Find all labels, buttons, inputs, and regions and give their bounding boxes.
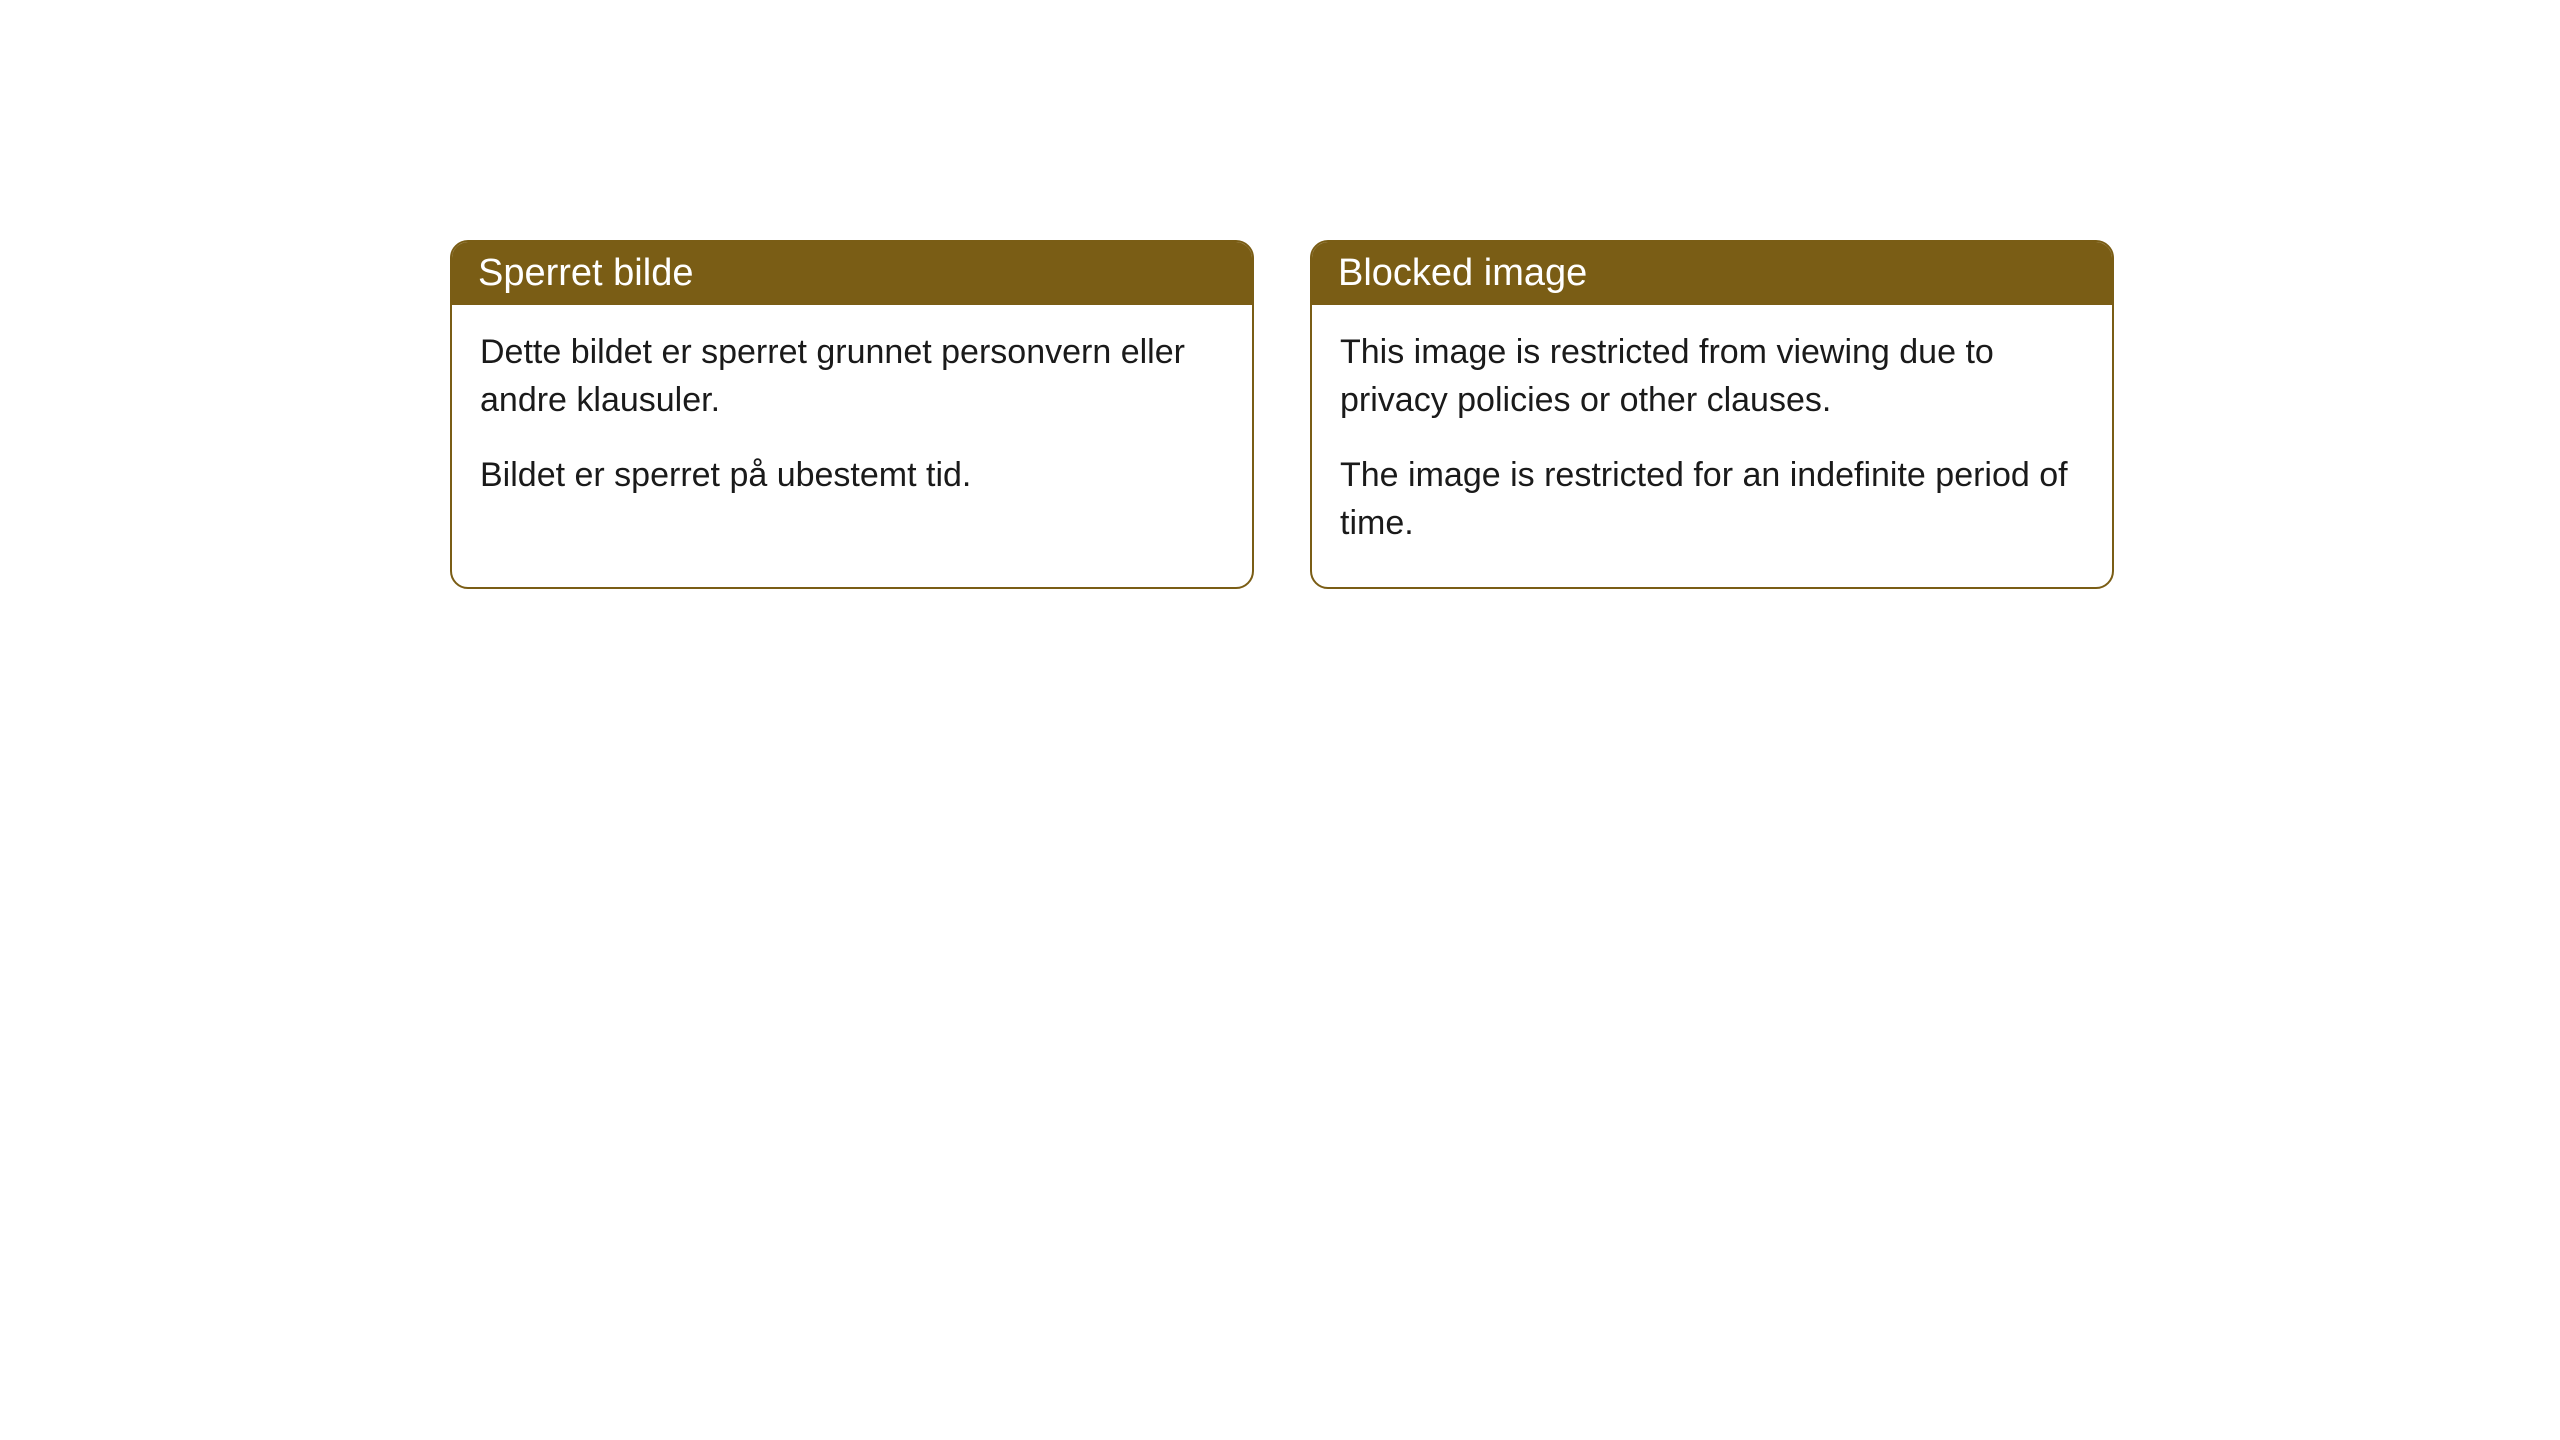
- card-paragraph: This image is restricted from viewing du…: [1340, 329, 2084, 424]
- card-paragraph: Bildet er sperret på ubestemt tid.: [480, 452, 1224, 500]
- card-header: Blocked image: [1312, 242, 2112, 305]
- card-body: Dette bildet er sperret grunnet personve…: [452, 305, 1252, 540]
- notice-card-norwegian: Sperret bilde Dette bildet er sperret gr…: [450, 240, 1254, 589]
- card-title: Blocked image: [1338, 252, 1587, 294]
- card-paragraph: The image is restricted for an indefinit…: [1340, 452, 2084, 547]
- card-title: Sperret bilde: [478, 252, 693, 294]
- card-paragraph: Dette bildet er sperret grunnet personve…: [480, 329, 1224, 424]
- notice-cards-container: Sperret bilde Dette bildet er sperret gr…: [450, 240, 2114, 589]
- card-body: This image is restricted from viewing du…: [1312, 305, 2112, 587]
- notice-card-english: Blocked image This image is restricted f…: [1310, 240, 2114, 589]
- card-header: Sperret bilde: [452, 242, 1252, 305]
